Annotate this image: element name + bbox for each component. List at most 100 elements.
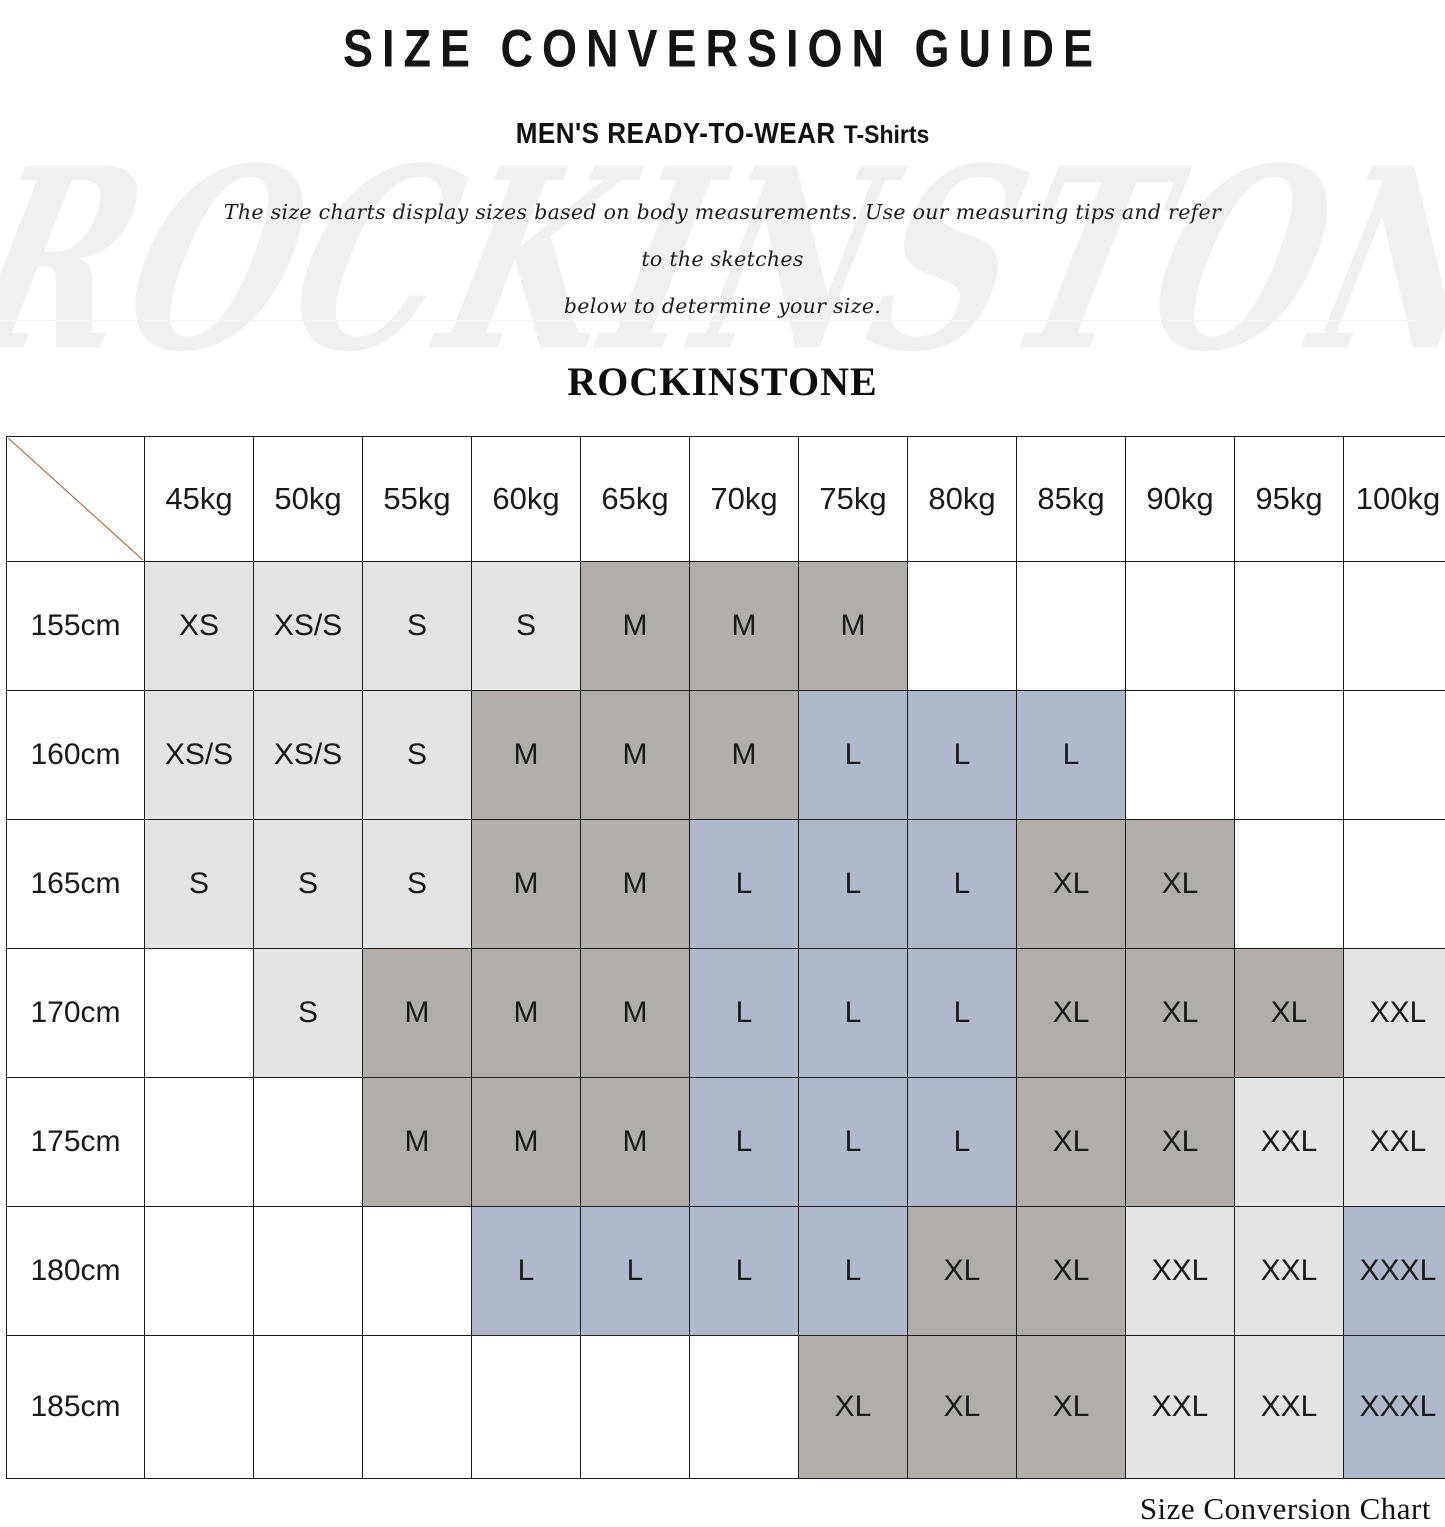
size-cell: XL	[799, 1336, 908, 1479]
size-cell: L	[690, 1207, 799, 1336]
row-header-height: 170cm	[7, 949, 145, 1078]
size-cell: L	[799, 1078, 908, 1207]
size-cell: XL	[1126, 1078, 1235, 1207]
size-cell: M	[690, 562, 799, 691]
row-header-height: 180cm	[7, 1207, 145, 1336]
size-cell: XL	[1017, 820, 1126, 949]
size-cell: L	[690, 949, 799, 1078]
size-cell: M	[363, 1078, 472, 1207]
empty-cell	[472, 1336, 581, 1479]
subtitle-category: MEN'S READY-TO-WEAR	[516, 116, 836, 150]
row-header-height: 185cm	[7, 1336, 145, 1479]
size-cell: S	[363, 820, 472, 949]
page-title: SIZE CONVERSION GUIDE	[0, 18, 1445, 79]
column-header-weight: 65kg	[581, 437, 690, 562]
size-cell: S	[363, 562, 472, 691]
size-cell: XL	[1235, 949, 1344, 1078]
size-cell: XS/S	[254, 562, 363, 691]
row-header-height: 175cm	[7, 1078, 145, 1207]
empty-cell	[1126, 562, 1235, 691]
size-cell: M	[363, 949, 472, 1078]
empty-cell	[145, 1078, 254, 1207]
empty-cell	[254, 1207, 363, 1336]
size-cell: XXL	[1235, 1336, 1344, 1479]
footer-caption: Size Conversion Chart	[0, 1491, 1445, 1527]
size-cell: S	[472, 562, 581, 691]
size-cell: XL	[908, 1207, 1017, 1336]
size-cell: XS	[145, 562, 254, 691]
empty-cell	[1235, 820, 1344, 949]
empty-cell	[1017, 562, 1126, 691]
column-header-weight: 45kg	[145, 437, 254, 562]
empty-cell	[690, 1336, 799, 1479]
size-cell: L	[799, 1207, 908, 1336]
size-cell: M	[581, 820, 690, 949]
empty-cell	[145, 1336, 254, 1479]
size-cell: XXXL	[1344, 1336, 1445, 1479]
empty-cell	[1235, 691, 1344, 820]
empty-cell	[581, 1336, 690, 1479]
empty-cell	[1235, 562, 1344, 691]
brand-name: ROCKINSTONE	[0, 358, 1445, 405]
size-cell: S	[145, 820, 254, 949]
empty-cell	[363, 1207, 472, 1336]
size-cell: M	[472, 949, 581, 1078]
size-cell: L	[690, 820, 799, 949]
size-cell: M	[690, 691, 799, 820]
size-cell: XL	[1126, 820, 1235, 949]
size-cell: M	[799, 562, 908, 691]
size-cell: M	[472, 820, 581, 949]
row-header-height: 160cm	[7, 691, 145, 820]
subtitle: MEN'S READY-TO-WEAR T-Shirts	[0, 118, 1445, 149]
empty-cell	[254, 1336, 363, 1479]
size-cell: XS/S	[254, 691, 363, 820]
size-cell: XS/S	[145, 691, 254, 820]
size-cell: L	[690, 1078, 799, 1207]
size-cell: XXL	[1126, 1336, 1235, 1479]
size-cell: M	[472, 1078, 581, 1207]
column-header-weight: 85kg	[1017, 437, 1126, 562]
column-header-weight: 55kg	[363, 437, 472, 562]
size-cell: XL	[1017, 1078, 1126, 1207]
empty-cell	[1344, 691, 1445, 820]
size-cell: L	[908, 949, 1017, 1078]
corner-cell-diagonal	[7, 437, 145, 562]
size-cell: M	[581, 691, 690, 820]
size-cell: L	[908, 820, 1017, 949]
column-header-weight: 100kg	[1344, 437, 1445, 562]
size-cell: M	[581, 562, 690, 691]
empty-cell	[1126, 691, 1235, 820]
size-cell: XXL	[1235, 1078, 1344, 1207]
column-header-weight: 75kg	[799, 437, 908, 562]
column-header-weight: 90kg	[1126, 437, 1235, 562]
size-cell: XXL	[1126, 1207, 1235, 1336]
size-cell: S	[363, 691, 472, 820]
intro-text: The size charts display sizes based on b…	[218, 189, 1228, 330]
size-cell: XXL	[1235, 1207, 1344, 1336]
intro-line-1: The size charts display sizes based on b…	[218, 189, 1228, 283]
size-cell: XXL	[1344, 949, 1445, 1078]
size-cell: XXXL	[1344, 1207, 1445, 1336]
size-cell: L	[799, 820, 908, 949]
empty-cell	[1344, 562, 1445, 691]
column-header-weight: 80kg	[908, 437, 1017, 562]
column-header-weight: 70kg	[690, 437, 799, 562]
size-cell: M	[581, 949, 690, 1078]
size-cell: L	[799, 949, 908, 1078]
intro-line-2: below to determine your size.	[218, 283, 1228, 330]
size-cell: XXL	[1344, 1078, 1445, 1207]
size-cell: XL	[1126, 949, 1235, 1078]
empty-cell	[145, 949, 254, 1078]
size-cell: S	[254, 820, 363, 949]
subtitle-product: T-Shirts	[844, 120, 930, 150]
row-header-height: 165cm	[7, 820, 145, 949]
